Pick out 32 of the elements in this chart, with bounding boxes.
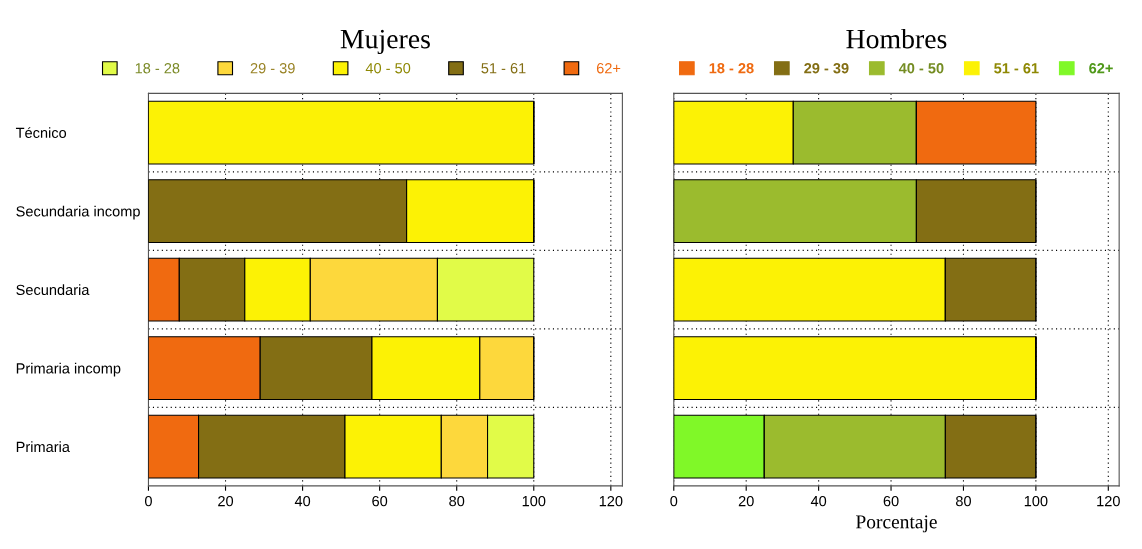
x-tick-label: 40 — [810, 495, 827, 507]
x-tick-label: 60 — [883, 495, 899, 507]
x-tick-label: 120 — [599, 495, 623, 507]
x-tick-label: 60 — [372, 495, 388, 507]
legend-label: 18 - 28 — [135, 63, 180, 74]
x-tick-label: 120 — [1097, 495, 1120, 507]
legend-label: 51 - 61 — [994, 63, 1039, 74]
x-tick-label: 80 — [449, 495, 465, 507]
legend-label: 40 - 50 — [365, 63, 411, 74]
x-tick-label: 80 — [955, 495, 971, 507]
x-tick-label: 20 — [218, 495, 234, 507]
chart-title: Mujeres — [340, 29, 430, 55]
y-tick-label: Primaria incomp — [16, 362, 121, 377]
legend-label: 40 - 50 — [898, 63, 944, 74]
chart-title: Hombres — [846, 28, 947, 49]
x-axis-title: Porcentaje — [856, 515, 937, 533]
x-tick-label: 100 — [522, 495, 546, 507]
x-tick-label: 40 — [294, 495, 311, 507]
y-tick-label: Secundaria incomp — [16, 205, 140, 220]
legend-label: 29 - 39 — [250, 63, 295, 74]
legend-label: 29 - 39 — [804, 63, 849, 74]
text: 18 - 28 — [709, 63, 754, 74]
x-tick-label: 0 — [144, 495, 152, 507]
x-tick-label: 20 — [738, 495, 754, 507]
x-tick-label: 0 — [670, 495, 678, 507]
y-tick-label: Técnico — [15, 127, 67, 139]
x-tick-label: 100 — [1024, 495, 1048, 507]
legend-label: 51 - 61 — [481, 63, 526, 74]
y-tick-label: Secundaria — [16, 284, 90, 296]
y-tick-label: Primaria — [16, 441, 70, 453]
legend-label: 62+ — [596, 63, 621, 74]
legend-label: 62+ — [1089, 63, 1113, 74]
